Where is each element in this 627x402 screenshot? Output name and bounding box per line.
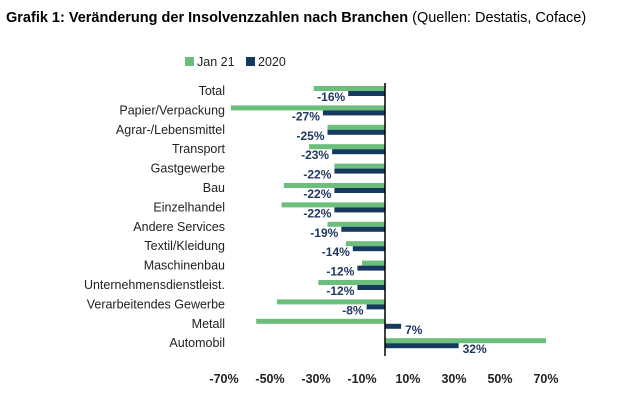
category-label: Transport xyxy=(172,142,226,156)
bar-2020 xyxy=(334,188,385,193)
data-label-2020: -25% xyxy=(296,129,324,143)
legend-swatch-jan21 xyxy=(185,57,194,66)
bar-jan21 xyxy=(345,241,385,247)
bar-jan21 xyxy=(230,105,385,111)
bar-jan21 xyxy=(256,318,385,324)
data-label-2020: -19% xyxy=(310,226,338,240)
x-tick-label: 30% xyxy=(441,372,466,386)
data-label-2020: -27% xyxy=(292,109,320,123)
bar-2020 xyxy=(352,246,385,252)
x-tick-label: -70% xyxy=(209,372,238,386)
category-label: Verarbeitendes Gewerbe xyxy=(87,297,225,311)
category-label: Bau xyxy=(203,181,225,195)
category-label: Agrar-/Lebensmittel xyxy=(116,123,225,137)
category-label: Einzelhandel xyxy=(153,200,225,214)
bar-2020 xyxy=(357,285,385,290)
data-label-2020: -12% xyxy=(326,265,354,279)
chart-title-source: (Quellen: Destatis, Coface) xyxy=(408,10,587,26)
bar-2020 xyxy=(385,343,459,349)
bar-2020 xyxy=(322,110,385,116)
bar-jan21 xyxy=(318,280,385,285)
data-label-2020: -14% xyxy=(322,245,350,259)
category-label: Metall xyxy=(192,317,225,331)
bar-2020 xyxy=(357,265,385,271)
category-label: Maschinenbau xyxy=(144,259,225,273)
bar-jan21 xyxy=(283,183,385,188)
x-tick-label: 10% xyxy=(395,372,420,386)
bar-2020 xyxy=(366,304,385,310)
bar-2020 xyxy=(327,129,385,135)
data-label-2020: -16% xyxy=(317,90,345,104)
bar-jan21 xyxy=(385,338,546,344)
x-tick-label: 70% xyxy=(533,372,558,386)
x-tick-label: -10% xyxy=(347,372,376,386)
x-tick-label: -30% xyxy=(301,372,330,386)
bar-jan21 xyxy=(327,221,385,227)
legend-label-jan21: Jan 21 xyxy=(197,55,235,69)
bar-jan21 xyxy=(281,202,385,208)
bar-jan21 xyxy=(276,299,385,305)
bar-jan21 xyxy=(309,144,385,150)
category-label: Gastgewerbe xyxy=(151,162,225,176)
legend-label-2020: 2020 xyxy=(258,55,286,69)
bar-2020 xyxy=(332,149,385,155)
bar-jan21 xyxy=(327,124,385,130)
data-label-2020: 7% xyxy=(405,323,423,337)
chart-title-main: Grafik 1: Veränderung der Insolvenzzahle… xyxy=(6,10,409,26)
category-label: Unternehmensdienstleist. xyxy=(84,278,225,292)
bar-2020 xyxy=(334,168,385,174)
category-label: Papier/Verpackung xyxy=(119,103,225,117)
bar-jan21 xyxy=(334,163,385,169)
category-label: Andere Services xyxy=(133,220,225,234)
x-tick-label: 50% xyxy=(487,372,512,386)
category-label: Textil/Kleidung xyxy=(144,239,225,253)
bar-2020 xyxy=(348,91,385,96)
x-tick-label: -50% xyxy=(255,372,284,386)
bar-jan21 xyxy=(313,86,385,91)
bar-2020 xyxy=(341,226,385,232)
chart-title: Grafik 1: Veränderung der Insolvenzzahle… xyxy=(6,10,586,26)
category-label: Total xyxy=(199,84,225,98)
data-label-2020: -12% xyxy=(326,284,354,298)
data-label-2020: -23% xyxy=(301,148,329,162)
data-label-2020: 32% xyxy=(463,342,487,356)
bar-2020 xyxy=(334,207,385,213)
bar-2020 xyxy=(385,323,402,329)
category-label: Automobil xyxy=(169,336,225,350)
data-label-2020: -8% xyxy=(342,303,364,317)
legend-swatch-2020 xyxy=(246,57,255,66)
data-label-2020: -22% xyxy=(303,187,331,201)
data-label-2020: -22% xyxy=(303,168,331,182)
data-label-2020: -22% xyxy=(303,206,331,220)
bar-jan21 xyxy=(362,260,385,266)
